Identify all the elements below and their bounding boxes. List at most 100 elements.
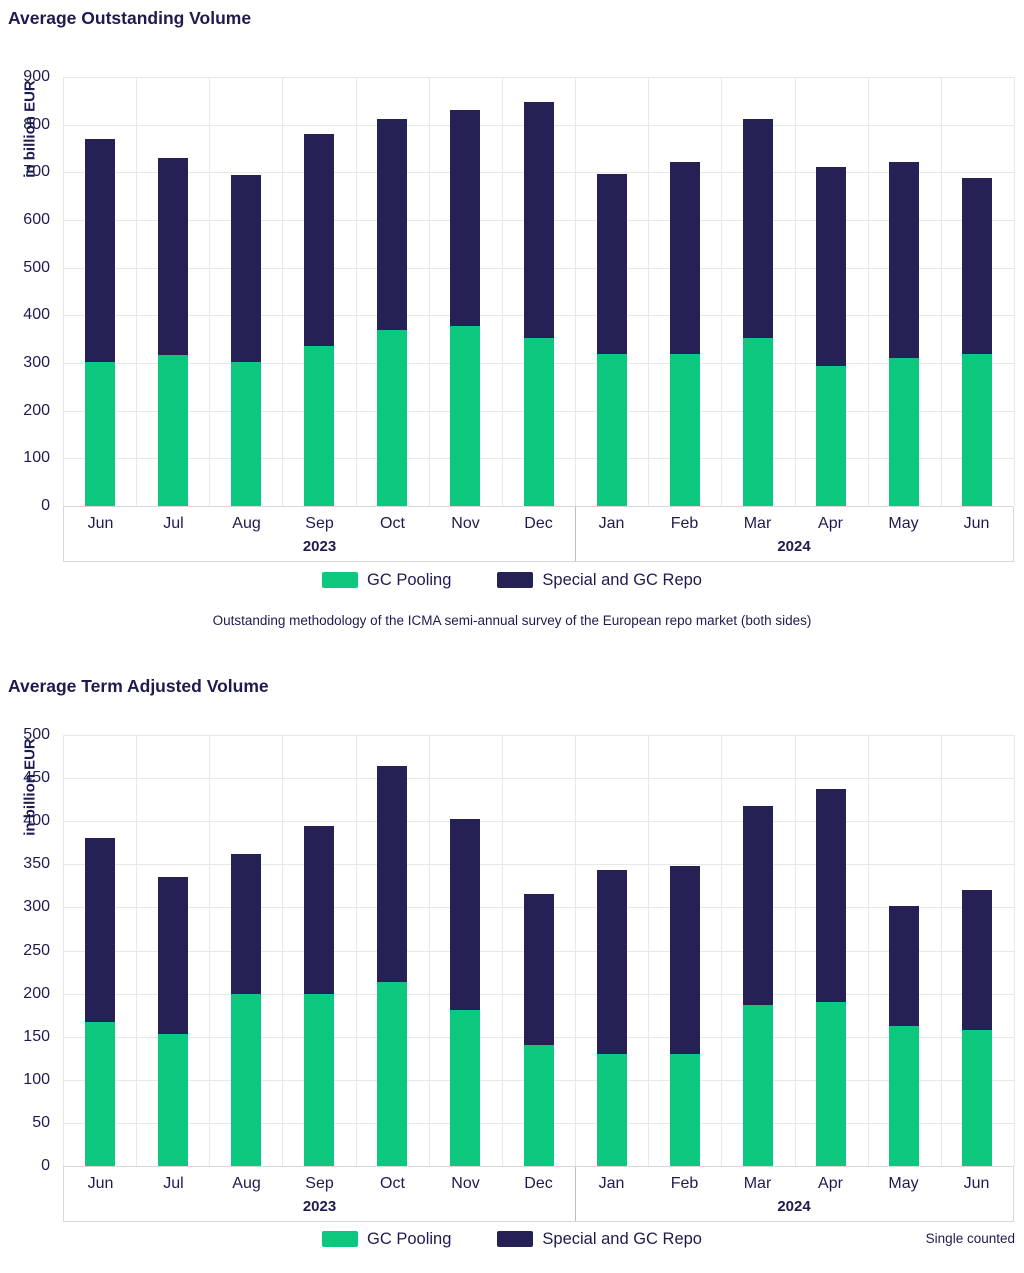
x-axis-month-label: Jan [598, 1175, 625, 1192]
legend-item-special-and-gc-repo[interactable]: Special and GC Repo [497, 1230, 702, 1249]
x-axis-month-label: Mar [743, 1175, 772, 1192]
bar-segment-special-and-gc-repo [157, 877, 188, 1035]
year-separator-line [575, 1167, 576, 1221]
x-axis-month-label: Oct [380, 1175, 405, 1192]
x-axis-month-label: Apr [818, 1175, 843, 1192]
single-counted-note: Single counted [925, 1231, 1015, 1246]
chart-title-outstanding: Average Outstanding Volume [8, 8, 252, 28]
v-gridline [502, 735, 503, 1166]
bar-segment-gc-pooling [157, 354, 188, 506]
x-axis-month-label: Oct [380, 515, 405, 532]
bar-segment-gc-pooling [816, 366, 847, 506]
y-axis-tick-label: 250 [23, 941, 50, 959]
v-gridline [209, 77, 210, 506]
chart-title-term-adjusted: Average Term Adjusted Volume [8, 676, 269, 696]
bar-segment-special-and-gc-repo [377, 766, 408, 983]
bar-segment-special-and-gc-repo [742, 805, 773, 1005]
y-axis-tick-label: 50 [32, 1113, 50, 1131]
x-axis-month-label: Aug [232, 1175, 261, 1192]
x-axis-month-label: Mar [743, 515, 772, 532]
y-axis-tick-label: 200 [23, 984, 50, 1002]
x-axis-month-label: Dec [524, 1175, 553, 1192]
x-axis-year-label: 2024 [777, 538, 811, 555]
bar-segment-special-and-gc-repo [962, 178, 993, 355]
x-axis-month-label: Aug [232, 515, 261, 532]
v-gridline [209, 735, 210, 1166]
v-gridline [795, 77, 796, 506]
bar-segment-gc-pooling [742, 338, 773, 506]
legend-outstanding: GC Pooling Special and GC Repo [0, 569, 1024, 591]
bar-segment-special-and-gc-repo [742, 118, 773, 339]
v-gridline [575, 77, 576, 506]
bar-segment-gc-pooling [84, 362, 115, 506]
bar-segment-special-and-gc-repo [816, 166, 847, 367]
y-axis-title: in billion EUR [21, 738, 39, 836]
chart-caption: Outstanding methodology of the ICMA semi… [212, 613, 812, 628]
bar-segment-special-and-gc-repo [669, 866, 700, 1054]
y-axis-tick-label: 100 [23, 1070, 50, 1088]
legend-term-adjusted: GC Pooling Special and GC Repo Single coun… [0, 1228, 1024, 1250]
y-axis-tick-label: 500 [23, 726, 50, 743]
x-axis-year-label: 2024 [777, 1198, 811, 1215]
x-axis-month-label: Feb [670, 1175, 699, 1192]
bar-segment-gc-pooling [304, 993, 335, 1166]
bar-segment-special-and-gc-repo [450, 818, 481, 1010]
legend-swatch-gc-pooling [322, 1231, 358, 1247]
x-axis-month-label: Jun [963, 1175, 990, 1192]
bar-segment-special-and-gc-repo [304, 826, 335, 994]
bar-segment-special-and-gc-repo [596, 174, 627, 355]
bar-segment-gc-pooling [304, 346, 335, 506]
y-axis-tick-label: 900 [23, 68, 50, 85]
bar-segment-special-and-gc-repo [230, 174, 261, 363]
x-axis-month-label: Dec [524, 515, 553, 532]
v-gridline [63, 735, 64, 1166]
v-gridline [356, 735, 357, 1166]
bar-segment-gc-pooling [377, 982, 408, 1166]
bar-segment-special-and-gc-repo [889, 162, 920, 359]
v-gridline [1014, 735, 1015, 1166]
bar-segment-gc-pooling [450, 326, 481, 506]
v-gridline [63, 77, 64, 506]
x-axis-month-label: Jan [598, 515, 625, 532]
bar-segment-special-and-gc-repo [669, 162, 700, 355]
y-axis-tick-label: 450 [23, 769, 50, 787]
legend-label: Special and GC Repo [542, 570, 702, 589]
v-gridline [648, 735, 649, 1166]
y-axis-tick-label: 500 [23, 258, 50, 276]
x-axis-band-outstanding: Jun Jul Aug Sep Oct Nov Dec Jan Feb Mar Apr May Jun 2… [63, 506, 1014, 562]
bar-segment-gc-pooling [669, 1053, 700, 1166]
h-gridline [63, 77, 1014, 78]
bar-segment-special-and-gc-repo [523, 893, 554, 1046]
bar-segment-gc-pooling [596, 354, 627, 506]
bar-segment-special-and-gc-repo [304, 134, 335, 347]
x-axis-month-label: Sep [305, 1175, 334, 1192]
bar-segment-special-and-gc-repo [523, 102, 554, 339]
bar-segment-special-and-gc-repo [816, 789, 847, 1003]
v-gridline [502, 77, 503, 506]
x-axis-month-label: Jul [163, 515, 184, 532]
bar-segment-special-and-gc-repo [450, 110, 481, 327]
legend-item-gc-pooling[interactable]: GC Pooling [322, 1230, 451, 1249]
legend-swatch-special-and-gc-repo [497, 1231, 534, 1247]
v-gridline [648, 77, 649, 506]
v-gridline [941, 735, 942, 1166]
bar-segment-gc-pooling [230, 362, 261, 506]
y-axis-tick-label: 150 [23, 1027, 50, 1045]
bar-segment-gc-pooling [230, 993, 261, 1166]
bar-segment-special-and-gc-repo [84, 838, 115, 1023]
bar-segment-special-and-gc-repo [889, 905, 920, 1026]
bar-segment-special-and-gc-repo [962, 890, 993, 1030]
bar-segment-gc-pooling [962, 1029, 993, 1166]
bar-segment-gc-pooling [84, 1022, 115, 1166]
legend-item-gc-pooling[interactable]: GC Pooling [322, 571, 451, 590]
v-gridline [721, 735, 722, 1166]
bar-segment-special-and-gc-repo [84, 138, 115, 363]
legend-swatch-gc-pooling [322, 572, 358, 588]
x-axis-month-label: Nov [451, 1175, 480, 1192]
bar-segment-gc-pooling [742, 1004, 773, 1166]
bar-segment-special-and-gc-repo [230, 853, 261, 994]
bar-segment-special-and-gc-repo [377, 118, 408, 330]
legend-item-special-and-gc-repo[interactable]: Special and GC Repo [497, 571, 702, 590]
y-axis-tick-label: 0 [41, 1157, 50, 1174]
